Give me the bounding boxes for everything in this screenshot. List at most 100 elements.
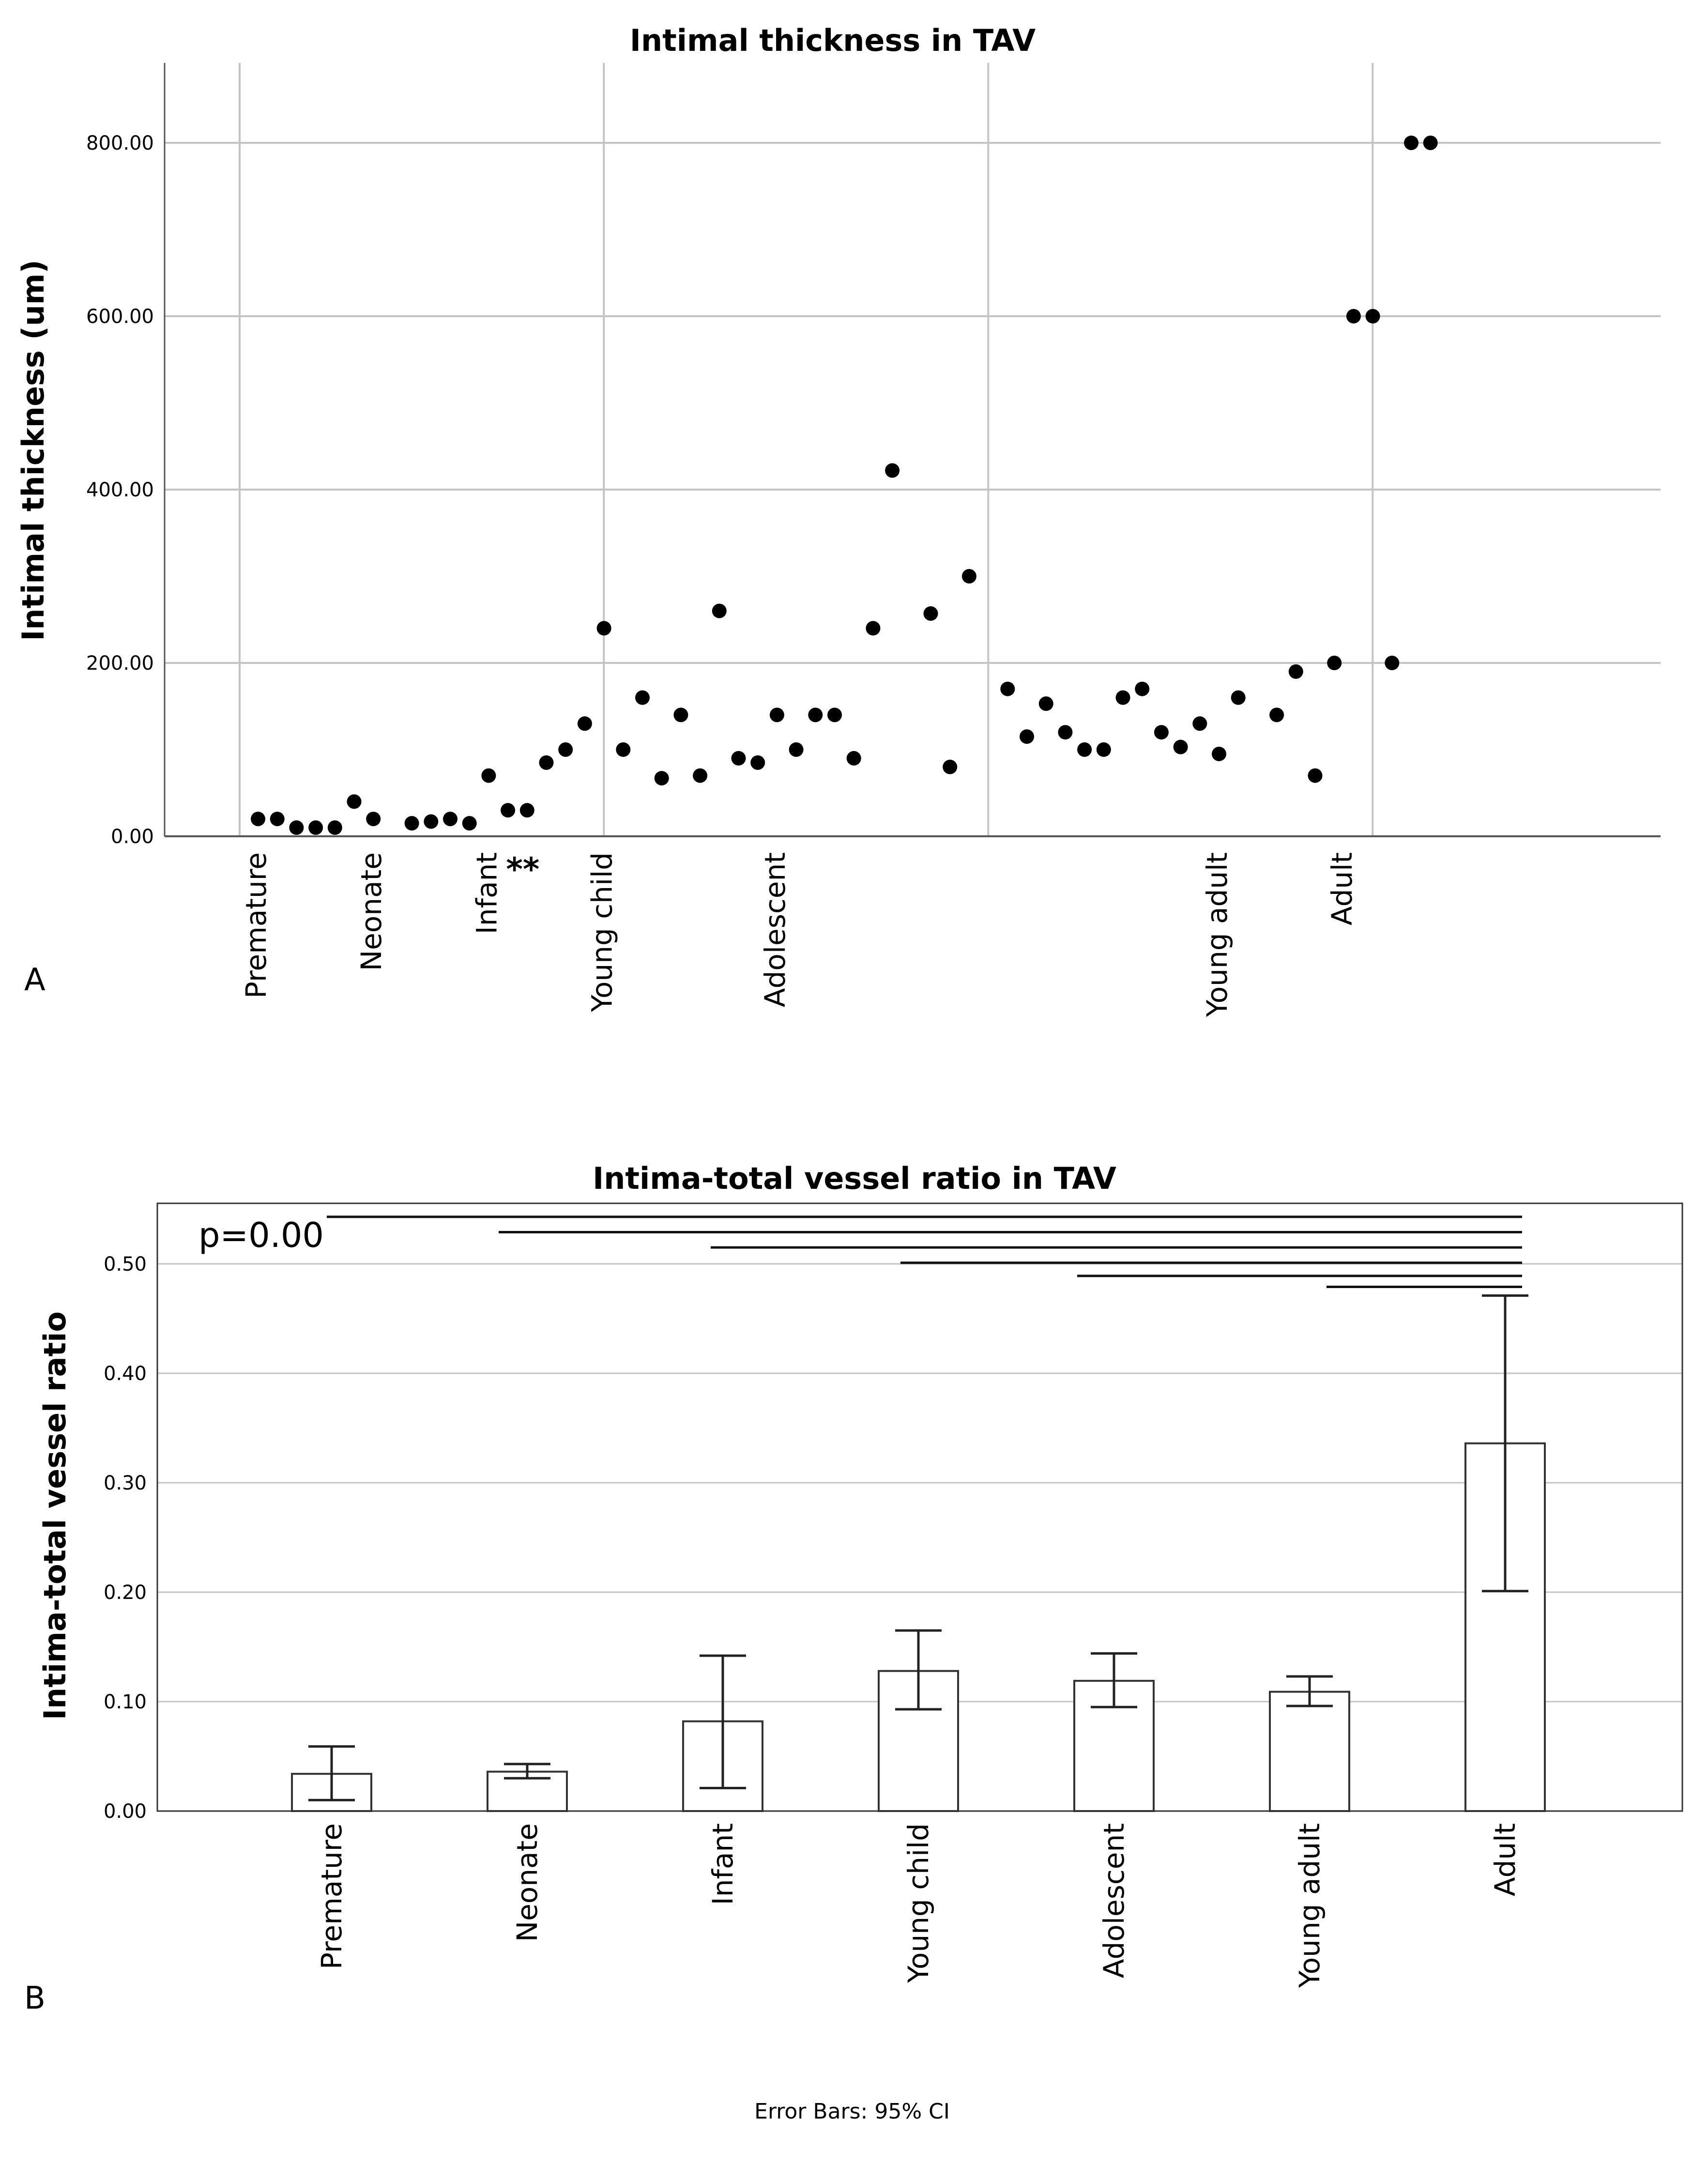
data-point [712,603,727,618]
data-point [1404,136,1418,150]
chart-b-y-tick-label: 0.30 [104,1472,147,1494]
data-point [673,707,688,722]
data-point [596,621,611,636]
category-label: Adult [1489,1823,1522,1896]
significance-stars: ** [506,851,539,888]
chart-b-y-tick-label: 0.10 [104,1691,147,1713]
category-label: Young adult [1293,1823,1326,1988]
data-point [654,771,669,786]
data-point [943,759,958,774]
chart-b-error-bars [308,1294,1528,1801]
data-point [404,816,419,831]
data-point [1077,742,1092,757]
data-point [1135,681,1150,696]
data-point [481,768,496,783]
chart-b-bars [291,1442,1546,1813]
data-point [539,755,554,770]
chart-a-category-labels: Premature Neonate Infant Young child Adolesc… [240,852,1358,1017]
data-point [616,742,631,757]
data-point [769,707,784,722]
data-point [1212,746,1226,761]
data-point [808,707,823,722]
data-point [866,621,881,636]
chart-a-title: Intimal thickness in TAV [630,23,1036,58]
chart-b-category-labels: Premature Neonate Infant Young child Adolesc… [315,1823,1522,1988]
data-point [501,803,516,818]
chart-a-points [251,136,1438,835]
data-point [1231,690,1246,705]
data-point [1346,309,1361,323]
data-point [1385,656,1400,670]
chart-b-plot-frame [156,1202,1683,1812]
data-point [1269,707,1284,722]
data-point [1115,690,1130,705]
chart-a-y-tick-label: 0.00 [111,826,154,848]
chart-a-y-tick-label: 400.00 [86,479,154,501]
chart-a-y-tick-label: 200.00 [86,652,154,675]
chart-a-y-axis-label: Intimal thickness (um) [15,260,51,641]
chart-b-y-tick-label: 0.40 [104,1363,147,1385]
chart-b-y-tick-label: 0.00 [104,1800,147,1823]
data-point [462,816,477,831]
error-bars-footnote: Error Bars: 95% CI [754,2099,950,2124]
bar [1269,1690,1350,1812]
category-label: Infant [706,1823,739,1905]
data-point [1327,656,1342,670]
data-point [1000,681,1015,696]
data-point [327,820,342,835]
chart-a-y-tick-label: 800.00 [86,132,154,154]
data-point [270,812,285,827]
chart-b-y-tick-label: 0.20 [104,1582,147,1604]
data-point [577,716,592,731]
scatter-chart-intimal-thickness: Intimal thickness in TAV Intimal thickne… [15,23,1661,1017]
bar-chart-intima-vessel-ratio: Intima-total vessel ratio in TAV Intima-… [24,1161,1683,2016]
data-point [1154,725,1169,740]
data-point [1308,768,1323,783]
category-label: Adult [1326,852,1358,925]
data-point [1020,729,1034,744]
data-point [519,803,534,818]
category-label: Adolescent [1098,1823,1130,1978]
chart-b-gridlines [157,1263,1682,1703]
data-point [443,812,458,827]
data-point [923,606,938,621]
data-point [1288,664,1303,679]
category-label: Young child [586,852,619,1013]
data-point [846,751,861,766]
data-point [1096,742,1111,757]
data-point [289,820,304,835]
data-point [251,812,265,827]
data-point [558,742,573,757]
data-point [347,794,362,809]
data-point [750,755,765,770]
category-label: Neonate [511,1823,544,1942]
chart-a-y-tick-label: 600.00 [86,306,154,328]
chart-b-comparison-lines [327,1215,1522,1288]
chart-b-title: Intima-total vessel ratio in TAV [593,1161,1116,1196]
chart-b-y-axis-label: Intima-total vessel ratio [37,1311,73,1720]
chart-b-y-tick-label: 0.50 [104,1253,147,1275]
data-point [424,814,439,829]
data-point [308,820,323,835]
data-point [366,812,381,827]
p-value-annotation: p=0.00 [198,1215,324,1255]
data-point [635,690,650,705]
panel-label-a: A [24,962,46,998]
category-label: Neonate [355,852,388,971]
data-point [1423,136,1438,150]
category-label: Premature [315,1823,348,1969]
data-point [827,707,842,722]
data-point [693,768,708,783]
category-label: Infant [470,852,503,934]
data-point [731,751,746,766]
category-label: Young adult [1201,852,1234,1017]
data-point [1365,309,1380,323]
data-point [1192,716,1207,731]
panel-label-b: B [24,1981,46,2016]
category-label: Adolescent [759,852,792,1007]
category-label: Young child [902,1823,935,1983]
chart-a-gridlines [165,63,1661,836]
category-label: Premature [240,852,273,999]
data-point [1173,739,1188,754]
